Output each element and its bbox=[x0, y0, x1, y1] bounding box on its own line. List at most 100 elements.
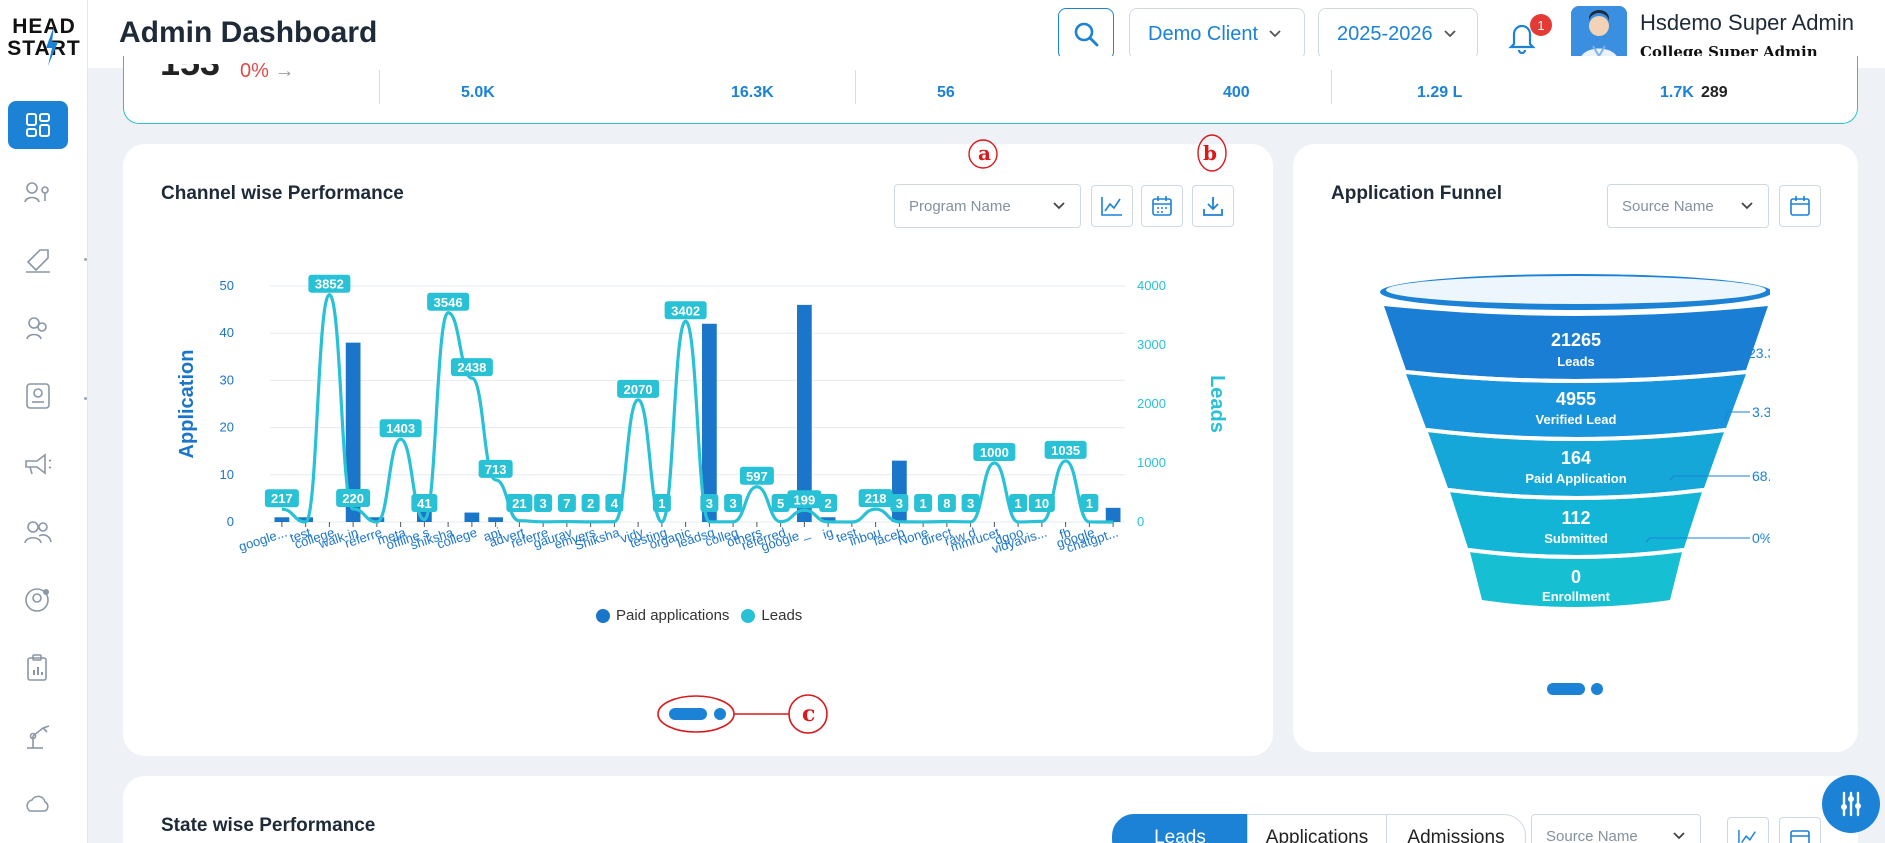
bar-paid-applications bbox=[797, 304, 812, 522]
leads-data-label: 4 bbox=[611, 496, 619, 511]
legend-label-leads[interactable]: Leads bbox=[761, 607, 803, 624]
lightning-icon bbox=[46, 26, 58, 66]
leads-data-label-bg bbox=[336, 489, 371, 508]
funnel-date-button[interactable] bbox=[1779, 185, 1821, 227]
y2-tick-label: 4000 bbox=[1137, 278, 1166, 293]
funnel-value: 112 bbox=[1561, 508, 1590, 528]
sidebar-item-users-key[interactable] bbox=[8, 168, 68, 216]
leads-data-label: 3 bbox=[730, 496, 737, 511]
funnel-value: 164 bbox=[1561, 448, 1591, 468]
sidebar-item-people[interactable] bbox=[8, 304, 68, 352]
sidebar-item-campaigns[interactable] bbox=[8, 440, 68, 488]
funnel-label: Verified Lead bbox=[1536, 412, 1617, 427]
leads-data-label-bg bbox=[1028, 494, 1055, 512]
sidebar-item-integrations[interactable] bbox=[8, 780, 68, 828]
funnel-stage-verified[interactable] bbox=[1406, 374, 1746, 437]
bar-paid-applications bbox=[1105, 507, 1121, 522]
page-title: Admin Dashboard bbox=[119, 16, 378, 49]
leads-data-label-bg bbox=[411, 494, 438, 512]
leads-data-label-bg bbox=[858, 489, 893, 508]
id-card-icon bbox=[26, 383, 50, 409]
funnel-stage-paid[interactable] bbox=[1428, 432, 1724, 496]
source-name-select[interactable]: Source Name bbox=[1607, 184, 1769, 228]
funnel-pager-dot[interactable] bbox=[1591, 683, 1603, 695]
sidebar-item-discounts[interactable] bbox=[8, 236, 68, 284]
leads-data-label: 3402 bbox=[671, 303, 700, 318]
y2-tick-label: 1000 bbox=[1137, 455, 1166, 470]
leads-data-label: 3 bbox=[706, 496, 713, 511]
stat-value: 400 bbox=[1223, 84, 1250, 101]
funnel-label: Paid Application bbox=[1525, 471, 1626, 486]
x-tick-label: test bbox=[834, 524, 859, 545]
stat-total-value: 153 bbox=[160, 64, 220, 84]
y-tick-label: 30 bbox=[220, 372, 234, 387]
y2-tick-label: 3000 bbox=[1137, 337, 1166, 352]
filters-fab-button[interactable] bbox=[1822, 775, 1880, 833]
line-leads bbox=[281, 293, 1114, 524]
funnel-stage-leads[interactable] bbox=[1384, 306, 1768, 379]
logo-line2: START bbox=[7, 37, 81, 60]
chart-pager-active[interactable] bbox=[669, 708, 707, 720]
stat-separator bbox=[855, 70, 856, 104]
funnel-pct: 0% bbox=[1752, 530, 1770, 546]
state-source-select[interactable]: Source Name bbox=[1531, 814, 1701, 843]
user-avatar[interactable] bbox=[1571, 6, 1627, 62]
y2-tick-label: 0 bbox=[1137, 514, 1144, 529]
y-axis-title: Application bbox=[176, 350, 198, 459]
leads-data-label: 2 bbox=[825, 496, 832, 511]
channel-chart: 0 10 20 30 40 50 0 1000 2000 3000 4000 Application L… bbox=[176, 274, 1228, 556]
leads-data-label-bg bbox=[506, 494, 533, 512]
download-button[interactable] bbox=[1192, 185, 1234, 227]
sidebar-item-profile-settings[interactable] bbox=[8, 576, 68, 624]
app-logo[interactable]: HEAD START bbox=[6, 16, 82, 76]
sidebar-item-reports[interactable] bbox=[8, 644, 68, 692]
leads-data-label-bg bbox=[724, 494, 743, 512]
chart-pager-dot[interactable] bbox=[714, 708, 726, 720]
calendar-icon bbox=[1790, 196, 1810, 216]
funnel-pct: 3.31% bbox=[1752, 404, 1770, 420]
tab-applications[interactable]: Applications bbox=[1247, 814, 1387, 843]
leads-data-label: 217 bbox=[271, 491, 293, 506]
line-chart-icon bbox=[1101, 197, 1122, 216]
funnel-stage-submitted[interactable] bbox=[1450, 492, 1702, 555]
person-avatar-icon bbox=[1571, 6, 1627, 62]
leads-data-label-bg bbox=[617, 379, 660, 398]
sidebar-item-automation[interactable] bbox=[8, 712, 68, 760]
sidebar-item-id-card[interactable] bbox=[8, 372, 68, 420]
logo-line1: HEAD bbox=[12, 15, 76, 38]
bar-paid-applications bbox=[702, 323, 717, 522]
tab-admissions[interactable]: Admissions bbox=[1386, 814, 1526, 843]
channel-card-title: Channel wise Performance bbox=[161, 183, 404, 204]
funnel-pct: 68.29% bbox=[1752, 468, 1770, 484]
notifications-button[interactable]: 1 bbox=[1504, 14, 1552, 54]
leads-data-label-bg bbox=[264, 489, 299, 508]
stat-value: 289 bbox=[1701, 84, 1728, 101]
y-tick-label: 20 bbox=[220, 420, 234, 435]
funnel-stage-enrollment[interactable] bbox=[1470, 552, 1682, 607]
leads-data-label: 1 bbox=[1015, 496, 1022, 511]
leads-data-label-bg bbox=[819, 494, 838, 512]
search-button[interactable] bbox=[1058, 8, 1114, 60]
chart-type-button[interactable] bbox=[1091, 185, 1133, 227]
client-select[interactable]: Demo Client bbox=[1129, 8, 1305, 60]
funnel-pager-active[interactable] bbox=[1547, 683, 1585, 695]
state-chart-type-button[interactable] bbox=[1727, 817, 1769, 843]
leads-data-label: 41 bbox=[417, 496, 431, 511]
leads-data-label-bg bbox=[914, 494, 933, 512]
annotation-marker-c bbox=[657, 694, 828, 734]
year-select[interactable]: 2025-2026 bbox=[1318, 8, 1478, 60]
legend-label-paid[interactable]: Paid applications bbox=[616, 607, 730, 624]
funnel-rim-inner bbox=[1386, 276, 1766, 304]
sidebar-divider-dot bbox=[84, 258, 87, 261]
client-select-value: Demo Client bbox=[1148, 22, 1259, 45]
tab-leads[interactable]: Leads bbox=[1112, 814, 1248, 843]
state-date-button[interactable] bbox=[1779, 817, 1821, 843]
sidebar-item-dashboard[interactable] bbox=[8, 101, 68, 149]
source-name-placeholder: Source Name bbox=[1622, 197, 1714, 215]
date-range-button[interactable] bbox=[1141, 185, 1183, 227]
settings-person-icon bbox=[25, 588, 49, 612]
leads-data-label-bg bbox=[787, 490, 822, 509]
program-name-select[interactable]: Program Name bbox=[894, 184, 1081, 228]
dashboard-icon bbox=[26, 113, 50, 137]
sidebar-item-groups[interactable] bbox=[8, 508, 68, 556]
